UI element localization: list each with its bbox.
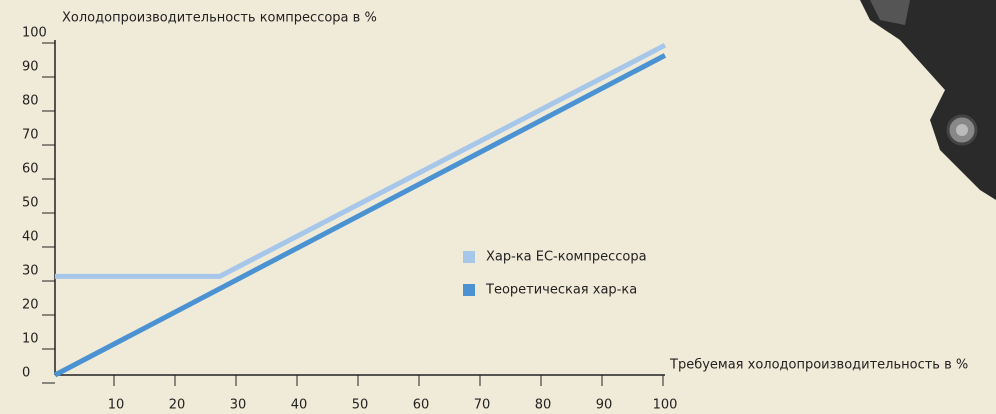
decorative-part	[860, 0, 996, 200]
y-tick-label: 70	[22, 128, 39, 143]
x-tick-label: 30	[230, 398, 247, 413]
y-tick-label: 80	[22, 94, 39, 109]
series-line	[53, 53, 667, 378]
legend-swatch	[463, 251, 475, 263]
y-tick-label: 40	[22, 230, 39, 245]
y-axis-title: Холодопроизводительность компрессора в %	[62, 11, 377, 26]
legend-swatch	[463, 284, 475, 296]
y-tick-label: 20	[22, 298, 39, 313]
y-tick-label: 60	[22, 162, 39, 177]
legend-label: Теоретическая хар-ка	[485, 283, 637, 298]
y-tick-label: 30	[22, 264, 39, 279]
x-tick-label: 60	[413, 398, 430, 413]
y-tick-label: 0	[22, 366, 30, 381]
y-tick-label: 10	[22, 332, 39, 347]
series-line	[55, 42, 667, 279]
x-tick-label: 20	[169, 398, 186, 413]
x-axis-title: Требуемая холодопроизводительность в %	[669, 358, 968, 373]
y-tick-label: 100	[22, 26, 47, 41]
x-tick-label: 80	[535, 398, 552, 413]
x-tick-label: 100	[653, 398, 678, 413]
legend-label: Хар-ка ЕС-компрессора	[486, 250, 647, 265]
y-tick-label: 50	[22, 196, 39, 211]
x-tick-label: 10	[108, 398, 125, 413]
x-tick-label: 40	[291, 398, 308, 413]
y-tick-label: 90	[22, 60, 39, 75]
x-tick-label: 90	[596, 398, 613, 413]
x-tick-label: 50	[352, 398, 369, 413]
x-tick-label: 70	[474, 398, 491, 413]
